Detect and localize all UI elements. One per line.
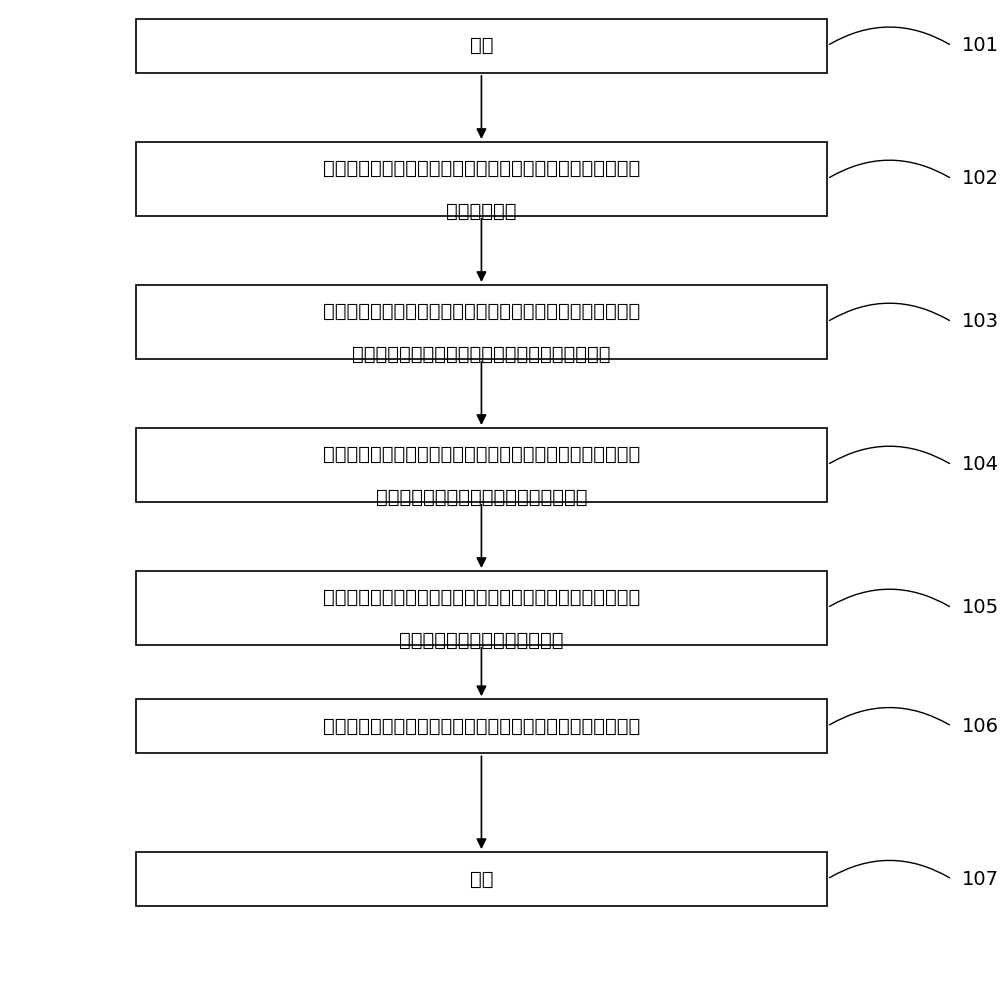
FancyBboxPatch shape: [136, 142, 827, 216]
Text: 建立包含所述水分子、无机盐分子、以及所述聚合物分子最小: 建立包含所述水分子、无机盐分子、以及所述聚合物分子最小: [323, 445, 640, 464]
Text: 104: 104: [961, 455, 998, 475]
Text: 103: 103: [961, 313, 998, 331]
Text: 进行结构优化，获取聚合物分子最小能量构象结构: 进行结构优化，获取聚合物分子最小能量构象结构: [352, 345, 611, 364]
Text: 对所述聚合物盐水溶液模型盒子进行分子动力学计算，得到动: 对所述聚合物盐水溶液模型盒子进行分子动力学计算，得到动: [323, 587, 640, 606]
Text: 进行结构优化: 进行结构优化: [446, 202, 517, 221]
Text: 107: 107: [961, 869, 998, 889]
FancyBboxPatch shape: [136, 19, 827, 73]
FancyBboxPatch shape: [136, 699, 827, 754]
FancyBboxPatch shape: [136, 852, 827, 906]
Text: 结束: 结束: [470, 869, 493, 889]
Text: 构建以所述聚合物单体分子组成的聚合物分子的结构模型，并: 构建以所述聚合物单体分子组成的聚合物分子的结构模型，并: [323, 302, 640, 320]
Text: 105: 105: [961, 598, 999, 617]
Text: 能量构象结构的聚合物盐水溶液模型盒子: 能量构象结构的聚合物盐水溶液模型盒子: [376, 488, 587, 507]
Text: 构建水分子、无机盐分子以及聚合物单体分子的结构模型，并: 构建水分子、无机盐分子以及聚合物单体分子的结构模型，并: [323, 158, 640, 178]
Text: 开始: 开始: [470, 37, 493, 55]
Text: 101: 101: [961, 37, 998, 55]
Text: 106: 106: [961, 717, 998, 736]
FancyBboxPatch shape: [136, 571, 827, 645]
Text: 102: 102: [961, 169, 998, 189]
Text: 力学平衡状态溶液体系结构模型: 力学平衡状态溶液体系结构模型: [399, 631, 564, 650]
FancyBboxPatch shape: [136, 428, 827, 501]
Text: 根据所述得到动力学平衡状态溶液体系结构模型计算特性黏数: 根据所述得到动力学平衡状态溶液体系结构模型计算特性黏数: [323, 717, 640, 736]
FancyBboxPatch shape: [136, 285, 827, 359]
